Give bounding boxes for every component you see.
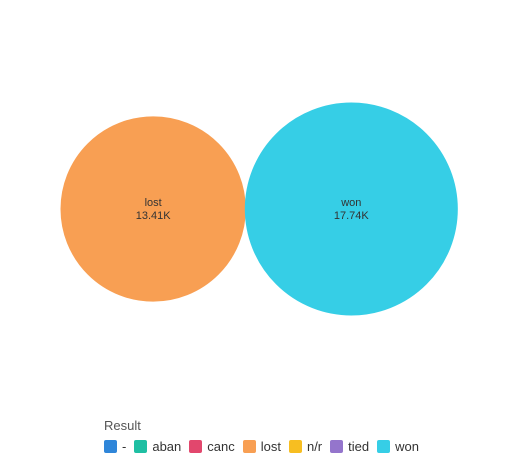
legend-item-tied[interactable]: tied — [330, 439, 369, 454]
bubble-label-lost: lost — [145, 197, 162, 209]
legend-swatch — [134, 440, 148, 453]
legend-swatch — [189, 440, 203, 453]
legend-label: tied — [348, 439, 370, 454]
legend-item-won[interactable]: won — [377, 439, 419, 454]
legend-swatch — [288, 440, 302, 453]
legend-swatch — [104, 440, 117, 453]
legend-item-aban[interactable]: aban — [134, 439, 181, 454]
legend-swatch — [377, 440, 391, 453]
legend: Result - aban canc lost n/r tied won — [104, 418, 427, 454]
legend-label: lost — [260, 439, 281, 454]
bubble-value-won: 17.74K — [334, 210, 370, 222]
legend-swatch — [242, 440, 256, 453]
bubble-label-won: won — [340, 197, 361, 209]
legend-item-n-r[interactable]: n/r — [288, 439, 323, 454]
legend-item-canc[interactable]: canc — [189, 439, 235, 454]
bubble-lost[interactable] — [60, 116, 246, 302]
legend-title: Result — [104, 418, 141, 433]
legend-label: canc — [207, 439, 235, 454]
legend-swatch — [330, 440, 344, 453]
legend-label: n/r — [306, 439, 323, 454]
legend-label: aban — [152, 439, 182, 454]
legend-item-lost[interactable]: lost — [242, 439, 281, 454]
bubble-won[interactable] — [244, 102, 458, 316]
legend-items: - aban canc lost n/r tied won — [104, 439, 427, 454]
bubble-value-lost: 13.41K — [136, 210, 172, 222]
legend-label: - — [122, 439, 127, 454]
legend-item-dash[interactable]: - — [104, 439, 126, 454]
legend-label: won — [395, 439, 419, 454]
